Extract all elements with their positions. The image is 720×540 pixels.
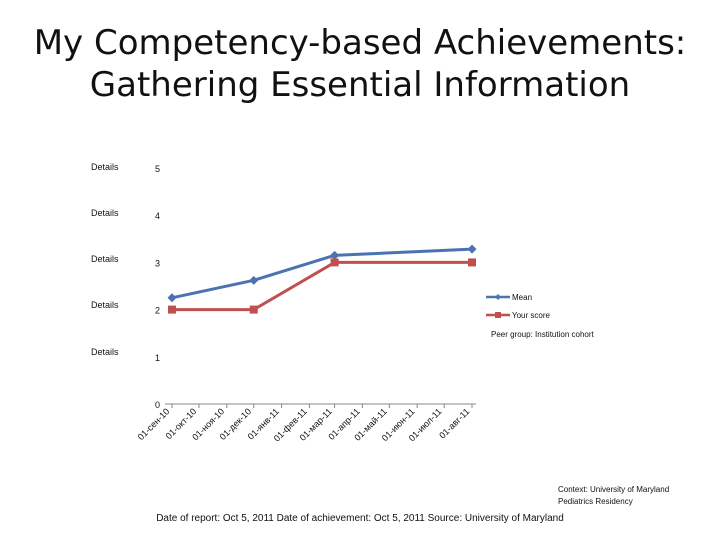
legend-note: Peer group: Institution cohort (491, 330, 595, 339)
y-tick-label: 1 (155, 353, 160, 363)
data-point (330, 258, 339, 267)
legend-label: Mean (512, 293, 532, 302)
details-label[interactable]: Details (91, 254, 119, 264)
y-tick-label: 4 (155, 211, 160, 221)
x-tick-label: 01-авг-11 (437, 406, 471, 440)
data-point (468, 258, 476, 267)
data-point (249, 305, 258, 314)
details-label[interactable]: Details (91, 347, 119, 357)
legend-marker (495, 294, 501, 300)
series-line (171, 247, 473, 300)
legend-marker (495, 312, 501, 318)
details-label[interactable]: Details (91, 162, 119, 172)
details-label[interactable]: Details (91, 208, 119, 218)
y-tick-label: 2 (155, 306, 160, 316)
data-point (330, 250, 340, 260)
context-line-2: Pediatrics Residency (558, 497, 633, 506)
legend-label: Your score (512, 311, 551, 320)
title-line-1: My Competency-based Achievements: (33, 23, 687, 63)
y-tick-label: 3 (155, 258, 160, 268)
context-note: Context: University of Maryland Pediatri… (558, 484, 669, 508)
data-point (168, 305, 176, 314)
y-tick-label: 0 (155, 400, 160, 410)
data-point (249, 275, 259, 285)
report-footer: Date of report: Oct 5, 2011 Date of achi… (156, 513, 564, 524)
series-line (172, 260, 472, 312)
chart-title: My Competency-based Achievements: Gather… (0, 22, 720, 106)
data-point (167, 293, 177, 303)
data-point (467, 244, 477, 254)
details-label[interactable]: Details (91, 300, 119, 310)
title-line-2: Gathering Essential Information (89, 65, 631, 105)
context-line-1: Context: University of Maryland (558, 485, 670, 494)
y-tick-label: 5 (155, 164, 160, 174)
